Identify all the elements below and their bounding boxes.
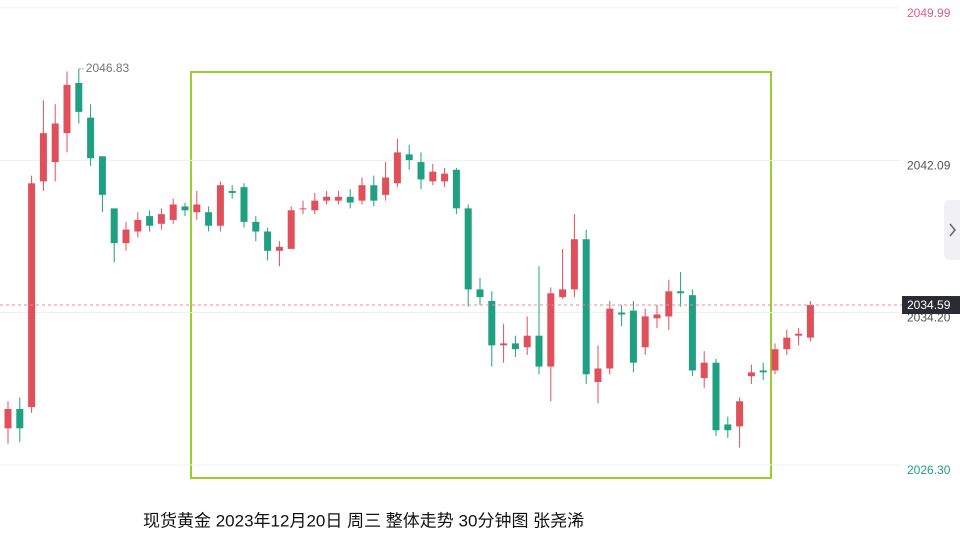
candle-body [429,171,437,182]
y-tick-label: 2049.99 [907,6,951,20]
candle-body [724,424,732,431]
max-label: 2046.83 [86,61,130,75]
candle-body [559,289,567,298]
last-price-tag [902,296,960,315]
candle-body [488,300,496,346]
candle-body [275,246,283,251]
candle-body [476,289,484,298]
candle-body [63,84,71,134]
candle-body [334,196,342,201]
candle-body [110,208,118,244]
candle-body [700,362,708,379]
candle-body [146,216,154,226]
candle-body [795,333,803,336]
last-price-label: 2034.59 [907,298,951,312]
candle-body [28,183,36,408]
candle-body [641,316,649,348]
candle-body [677,291,685,294]
candle-body [299,208,307,210]
candle-body [358,185,366,201]
candle-body [771,349,779,371]
candle-body [500,343,508,346]
expand-button[interactable] [944,200,960,260]
candle-body [216,185,224,226]
candle-body [535,335,543,367]
candle-body [783,337,791,350]
candle-body [712,362,720,431]
candle-body [98,156,106,195]
expand-button-bg[interactable] [944,200,960,260]
candle-body [51,123,59,163]
candle-body [582,239,590,375]
candle-body [393,152,401,184]
y-tick-label: 2042.09 [907,158,951,172]
expand-arrow[interactable] [949,223,956,237]
candle-body [87,117,95,159]
candle-body [370,185,378,201]
candle-body [252,221,260,232]
candle-body [736,401,744,427]
candle-body [806,305,814,338]
candle-body [323,196,331,201]
candle-body [311,200,319,211]
candle-body [39,133,47,182]
candle-body [134,219,142,232]
candle-body [122,229,130,244]
candle-body [287,210,295,249]
candle-body [688,295,696,371]
candle-body [665,291,673,317]
candle-body [346,196,354,203]
candle-body [16,409,24,429]
candle-body [169,204,177,220]
candle-body [228,190,236,193]
y-tick-label: 2026.30 [907,463,951,477]
candle-body [193,204,201,213]
candle-body [747,372,755,377]
candle-body [653,314,661,319]
candle-body [606,308,614,369]
candle-body [75,82,83,112]
candle-body [523,335,531,348]
candle-body [547,293,555,367]
candle-body [4,409,12,429]
candle-body [464,208,472,290]
candle-body [629,310,637,363]
candle-body [405,154,413,161]
candle-body [417,162,425,180]
caption: 现货黄金 2023年12月20日 周三 整体走势 30分钟图 张尧浠 [143,511,584,530]
candle-body [157,214,165,224]
candle-body [452,169,460,209]
candle-body [240,187,248,222]
candle-body [594,368,602,382]
candle-body [382,177,390,195]
y-tick-label: 2034.20 [907,311,951,325]
candle-body [618,312,626,315]
candle-body [441,173,449,182]
candle-body [759,370,767,373]
candle-body [511,343,519,350]
candle-body [181,206,189,211]
candle-body [264,231,272,251]
candle-body [570,239,578,290]
candle-body [205,212,213,226]
highlight-box [190,71,772,479]
